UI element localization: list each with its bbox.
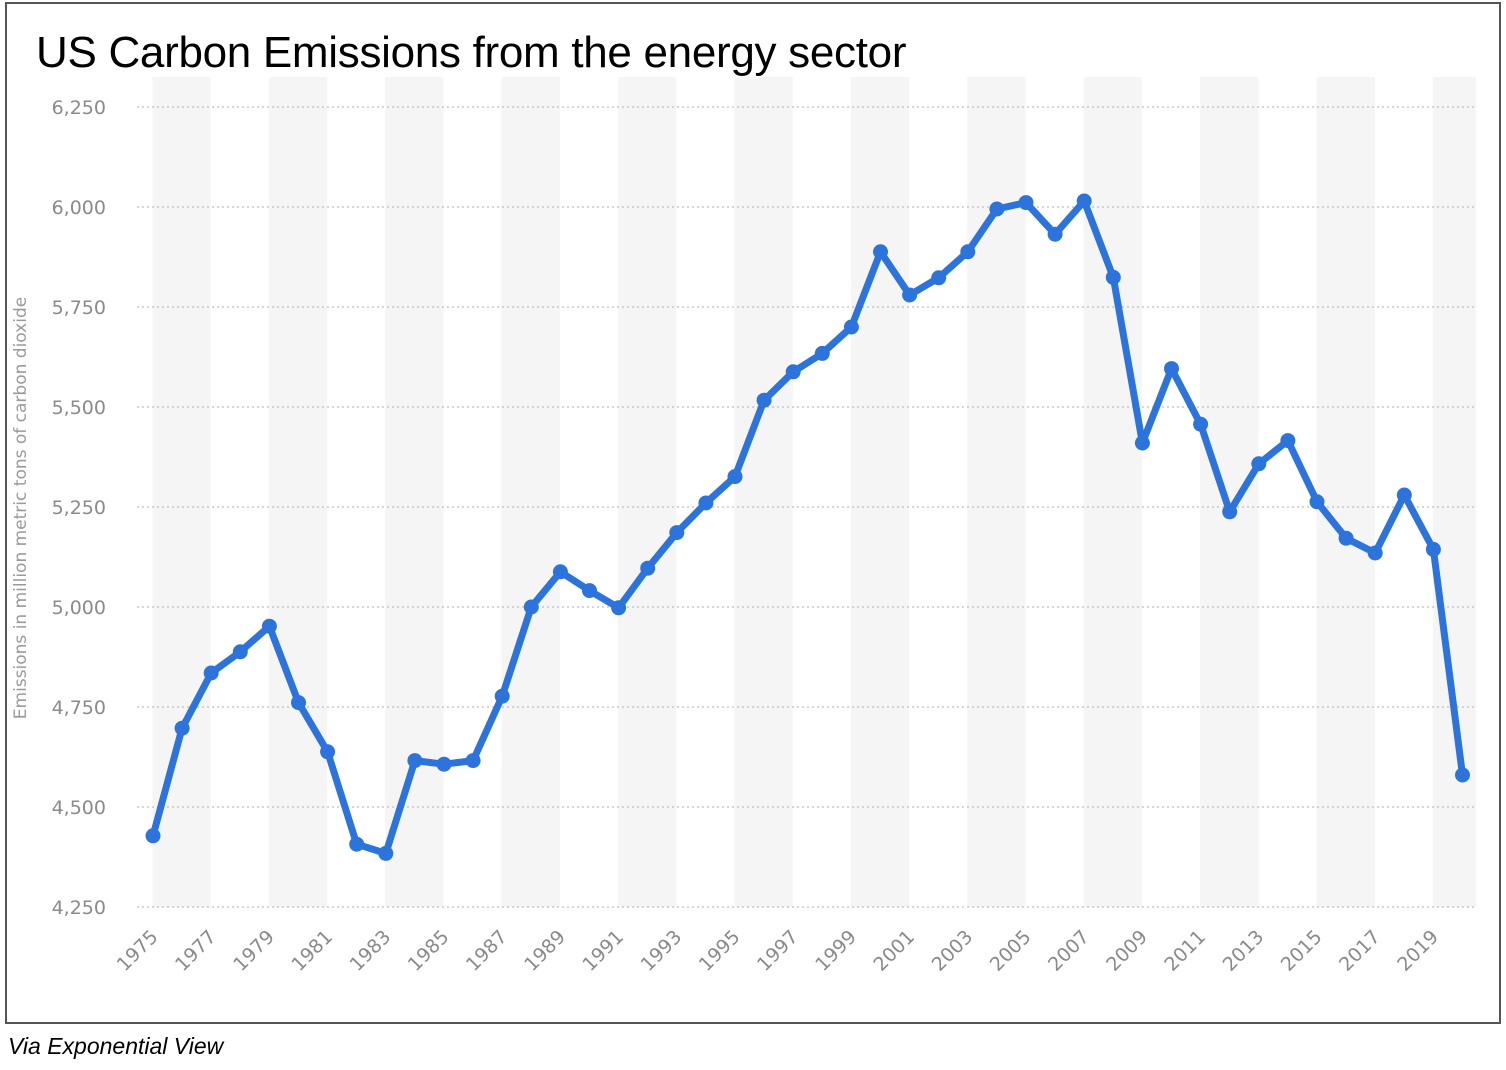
data-point xyxy=(1222,504,1238,520)
band xyxy=(1432,77,1476,907)
x-tick-label: 1989 xyxy=(520,926,570,976)
data-point xyxy=(1338,530,1354,546)
x-tick-label: 1979 xyxy=(229,926,279,976)
data-point xyxy=(785,364,801,380)
data-point xyxy=(1164,361,1179,377)
data-point xyxy=(552,564,568,580)
data-point xyxy=(1367,545,1383,561)
data-point xyxy=(902,287,918,303)
data-point xyxy=(465,753,481,769)
data-point xyxy=(698,495,714,511)
data-point xyxy=(1134,435,1150,451)
data-point xyxy=(582,583,597,599)
data-point xyxy=(960,244,976,260)
data-point xyxy=(203,665,219,681)
y-tick-label: 5,250 xyxy=(52,497,106,519)
data-point xyxy=(436,756,452,772)
data-point xyxy=(349,836,365,852)
x-tick-label: 2019 xyxy=(1393,926,1443,976)
y-tick-label: 6,250 xyxy=(52,97,106,119)
data-point xyxy=(261,618,277,634)
x-tick-label: 1981 xyxy=(287,926,337,976)
series-line xyxy=(149,197,1466,857)
y-tick-label: 5,750 xyxy=(52,297,106,319)
data-point xyxy=(1455,767,1470,783)
x-tick-label: 2017 xyxy=(1335,926,1385,976)
x-tick-label: 2007 xyxy=(1044,926,1094,976)
y-tick-label: 5,500 xyxy=(52,397,106,419)
source-caption: Via Exponential View xyxy=(8,1033,224,1059)
data-point xyxy=(931,270,947,286)
x-tick-label: 1977 xyxy=(171,926,221,976)
data-point xyxy=(1425,541,1441,557)
band xyxy=(152,77,211,907)
band xyxy=(1200,77,1259,907)
data-point xyxy=(814,345,830,361)
data-point xyxy=(1193,416,1209,432)
data-point xyxy=(873,244,888,260)
data-point xyxy=(727,469,743,485)
x-tick-label: 2003 xyxy=(928,926,978,976)
band xyxy=(501,77,560,907)
x-tick-label: 1983 xyxy=(346,926,396,976)
y-tick-label: 6,000 xyxy=(52,197,106,219)
x-axis-ticks: 1975 1977 1979 1981 1983 1985 1987 1989 1991 1993… xyxy=(113,926,1443,976)
y-tick-label: 4,750 xyxy=(52,697,106,719)
y-axis-label: Emissions in million metric tons of carb… xyxy=(11,297,31,719)
data-point xyxy=(1396,487,1412,503)
data-point xyxy=(1018,195,1034,211)
data-point xyxy=(1309,494,1325,510)
data-point xyxy=(989,201,1005,217)
gridlines xyxy=(137,106,1476,908)
band xyxy=(268,77,328,907)
x-tick-label: 1975 xyxy=(113,926,163,976)
x-tick-label: 1985 xyxy=(404,926,454,976)
x-tick-label: 2009 xyxy=(1102,926,1152,976)
data-point xyxy=(669,525,685,541)
y-tick-label: 4,250 xyxy=(52,897,106,919)
data-point xyxy=(523,599,539,615)
data-point xyxy=(1047,226,1063,242)
band xyxy=(1316,77,1375,907)
x-tick-label: 1987 xyxy=(462,926,512,976)
band xyxy=(1083,77,1142,907)
data-point xyxy=(1076,193,1092,209)
series-emissions xyxy=(145,193,1470,861)
band xyxy=(385,77,444,907)
data-point xyxy=(640,560,656,576)
data-point xyxy=(145,828,161,844)
x-tick-label: 1999 xyxy=(811,926,861,976)
x-tick-label: 1991 xyxy=(578,926,628,976)
x-tick-label: 2001 xyxy=(869,926,919,976)
x-tick-label: 2013 xyxy=(1219,926,1269,976)
band xyxy=(618,77,677,907)
x-tick-label: 2011 xyxy=(1160,926,1210,976)
x-tick-label: 1995 xyxy=(695,926,745,976)
data-point xyxy=(1105,269,1121,285)
data-point xyxy=(291,695,306,711)
alternating-bands xyxy=(152,77,1476,907)
y-tick-label: 4,500 xyxy=(52,797,106,819)
data-point xyxy=(843,319,859,335)
data-point xyxy=(320,744,336,760)
chart-title: US Carbon Emissions from the energy sect… xyxy=(36,28,907,77)
data-point xyxy=(1280,433,1296,449)
data-point xyxy=(378,845,394,861)
band xyxy=(850,77,910,907)
y-tick-label: 5,000 xyxy=(52,597,106,619)
data-point xyxy=(1251,456,1267,472)
x-tick-label: 1997 xyxy=(753,926,803,976)
data-point xyxy=(407,753,423,769)
data-point xyxy=(174,720,190,736)
data-point xyxy=(494,688,510,704)
data-point xyxy=(232,644,248,660)
x-tick-label: 2015 xyxy=(1277,926,1327,976)
data-point xyxy=(756,392,772,408)
y-axis-ticks: 4,250 4,500 4,750 5,000 5,250 5,500 5,750 6,000… xyxy=(52,97,106,919)
x-tick-label: 2005 xyxy=(986,926,1036,976)
data-point xyxy=(611,600,627,616)
x-tick-label: 1993 xyxy=(637,926,687,976)
band xyxy=(734,77,793,907)
